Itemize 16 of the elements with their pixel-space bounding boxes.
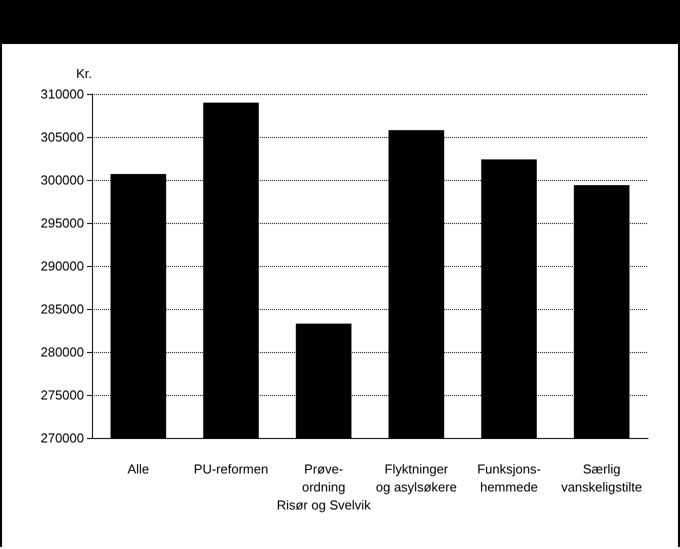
x-tick-label: Alle xyxy=(127,462,150,476)
x-tick-label: PU-reformen xyxy=(194,462,268,476)
y-tick-label: 275000 xyxy=(40,388,84,402)
x-tick-label: Særlig vanskeligstilte xyxy=(561,462,642,494)
y-tick-label: 305000 xyxy=(40,130,84,144)
y-axis-title: Kr. xyxy=(76,66,92,81)
y-tick-label: 270000 xyxy=(40,430,84,446)
x-tick-label: Flyktninger og asylsøkere xyxy=(376,462,457,494)
y-tick-label: 280000 xyxy=(40,344,84,360)
y-tick-label: 285000 xyxy=(40,302,84,316)
y-tick-label: 300000 xyxy=(40,172,84,188)
x-tick-label: Prøve- ordning Risør og Svelvik xyxy=(276,462,372,512)
x-tick-label: Funksjons- hemmede xyxy=(477,462,541,494)
y-tick-label: 290000 xyxy=(40,258,84,274)
y-tick-label: 295000 xyxy=(40,216,84,230)
y-tick-label: 310000 xyxy=(40,86,84,102)
